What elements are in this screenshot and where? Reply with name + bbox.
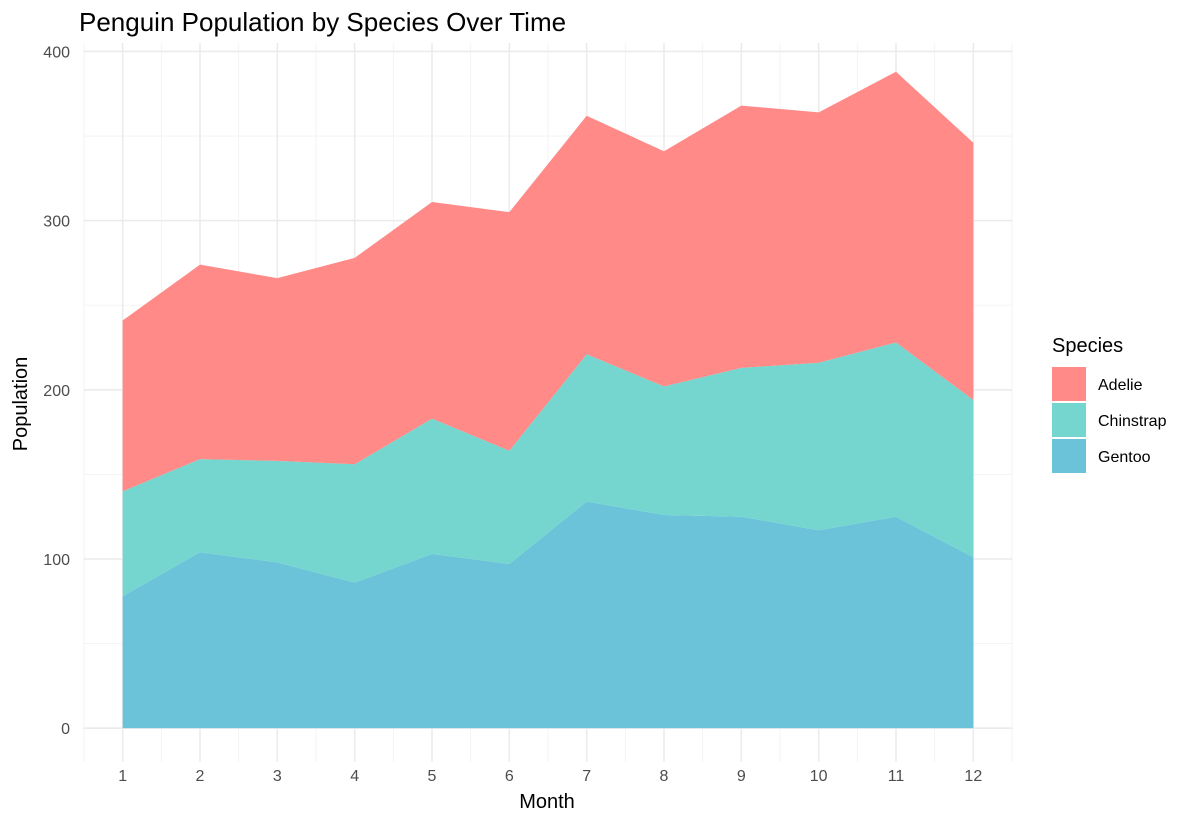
legend-swatch-chinstrap <box>1052 403 1086 437</box>
x-tick-label: 11 <box>888 768 905 785</box>
area-gentoo <box>122 501 974 729</box>
x-tick-label: 1 <box>118 768 127 785</box>
x-tick-label: 3 <box>273 768 282 785</box>
x-tick-label: 6 <box>505 768 514 785</box>
chart-title: Penguin Population by Species Over Time <box>79 7 566 37</box>
x-tick-label: 7 <box>582 768 591 785</box>
legend-label-gentoo: Gentoo <box>1098 449 1151 466</box>
y-tick-label: 0 <box>61 721 70 738</box>
area-adelie <box>122 71 974 492</box>
legend-swatch-gentoo <box>1052 439 1086 473</box>
y-axis-ticks: 0 100 200 300 400 <box>43 44 70 738</box>
legend-title: Species <box>1052 335 1123 357</box>
y-tick-label: 100 <box>43 552 70 569</box>
x-tick-label: 5 <box>428 768 437 785</box>
x-tick-label: 2 <box>196 768 205 785</box>
y-tick-label: 400 <box>43 44 70 61</box>
y-axis-title: Population <box>10 357 32 452</box>
x-tick-label: 10 <box>810 768 828 785</box>
area-chinstrap <box>122 342 974 597</box>
y-tick-label: 200 <box>43 383 70 400</box>
legend-swatch-adelie <box>1052 367 1086 401</box>
x-axis-ticks: 1 2 3 4 5 6 7 8 9 10 11 12 <box>118 768 982 785</box>
x-tick-label: 9 <box>737 768 746 785</box>
legend: Species Adelie Chinstrap Gentoo <box>1052 335 1167 473</box>
x-axis-title: Month <box>519 791 575 813</box>
stacked-areas <box>122 71 974 729</box>
y-tick-label: 300 <box>43 214 70 231</box>
x-tick-label: 12 <box>964 768 982 785</box>
legend-label-adelie: Adelie <box>1098 377 1143 394</box>
x-tick-label: 4 <box>350 768 359 785</box>
legend-label-chinstrap: Chinstrap <box>1098 413 1167 430</box>
x-tick-label: 8 <box>660 768 669 785</box>
